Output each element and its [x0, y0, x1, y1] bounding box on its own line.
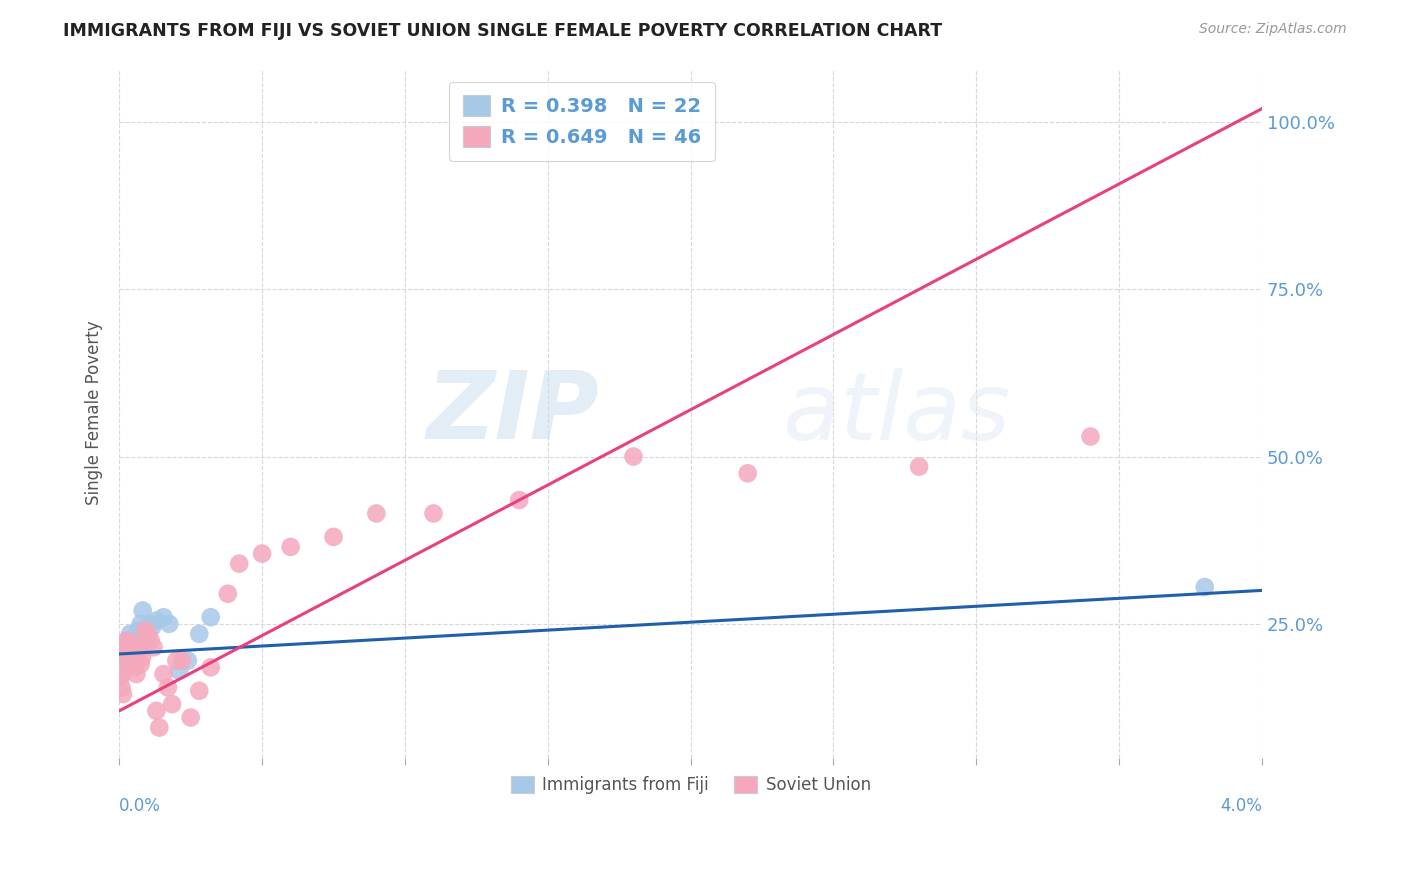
- Point: [131, 603, 153, 617]
- Point: [120, 637, 142, 651]
- Point: [128, 640, 150, 655]
- Point: [200, 660, 222, 674]
- Point: [114, 650, 136, 665]
- Point: [250, 547, 273, 561]
- Text: IMMIGRANTS FROM FIJI VS SOVIET UNION SINGLE FEMALE POVERTY CORRELATION CHART: IMMIGRANTS FROM FIJI VS SOVIET UNION SIN…: [63, 22, 942, 40]
- Point: [152, 667, 174, 681]
- Point: [422, 507, 444, 521]
- Point: [156, 681, 179, 695]
- Point: [228, 557, 250, 571]
- Point: [136, 627, 159, 641]
- Point: [1194, 580, 1216, 594]
- Point: [124, 630, 146, 644]
- Point: [138, 616, 160, 631]
- Y-axis label: Single Female Poverty: Single Female Poverty: [86, 321, 103, 506]
- Point: [145, 704, 167, 718]
- Point: [125, 667, 148, 681]
- Point: [121, 643, 143, 657]
- Point: [737, 467, 759, 481]
- Text: ZIP: ZIP: [426, 368, 599, 459]
- Point: [180, 710, 202, 724]
- Point: [112, 640, 135, 655]
- Point: [127, 647, 149, 661]
- Point: [135, 630, 157, 644]
- Point: [177, 654, 200, 668]
- Point: [122, 650, 145, 665]
- Point: [124, 660, 146, 674]
- Point: [157, 616, 180, 631]
- Point: [117, 640, 139, 655]
- Point: [110, 681, 132, 695]
- Point: [114, 640, 136, 655]
- Point: [217, 587, 239, 601]
- Text: 0.0%: 0.0%: [120, 797, 162, 814]
- Point: [111, 687, 134, 701]
- Point: [139, 633, 162, 648]
- Point: [131, 650, 153, 665]
- Point: [122, 643, 145, 657]
- Point: [111, 667, 134, 681]
- Point: [508, 493, 530, 508]
- Point: [129, 616, 152, 631]
- Point: [167, 664, 190, 678]
- Point: [112, 654, 135, 668]
- Point: [148, 721, 170, 735]
- Point: [188, 627, 211, 641]
- Point: [188, 683, 211, 698]
- Point: [1080, 429, 1102, 443]
- Point: [120, 627, 142, 641]
- Point: [134, 624, 156, 638]
- Point: [623, 450, 645, 464]
- Point: [152, 610, 174, 624]
- Point: [322, 530, 344, 544]
- Point: [117, 650, 139, 665]
- Text: 4.0%: 4.0%: [1220, 797, 1263, 814]
- Text: atlas: atlas: [782, 368, 1011, 458]
- Point: [120, 650, 142, 665]
- Point: [117, 633, 139, 648]
- Point: [129, 657, 152, 671]
- Point: [280, 540, 302, 554]
- Point: [120, 637, 142, 651]
- Point: [165, 654, 187, 668]
- Point: [141, 620, 163, 634]
- Point: [114, 643, 136, 657]
- Point: [115, 633, 138, 648]
- Point: [145, 614, 167, 628]
- Point: [142, 640, 165, 655]
- Text: Source: ZipAtlas.com: Source: ZipAtlas.com: [1199, 22, 1347, 37]
- Point: [118, 654, 141, 668]
- Point: [127, 624, 149, 638]
- Point: [160, 697, 183, 711]
- Point: [366, 507, 388, 521]
- Point: [200, 610, 222, 624]
- Point: [908, 459, 931, 474]
- Legend: Immigrants from Fiji, Soviet Union: Immigrants from Fiji, Soviet Union: [503, 770, 877, 801]
- Point: [172, 654, 194, 668]
- Point: [110, 670, 132, 684]
